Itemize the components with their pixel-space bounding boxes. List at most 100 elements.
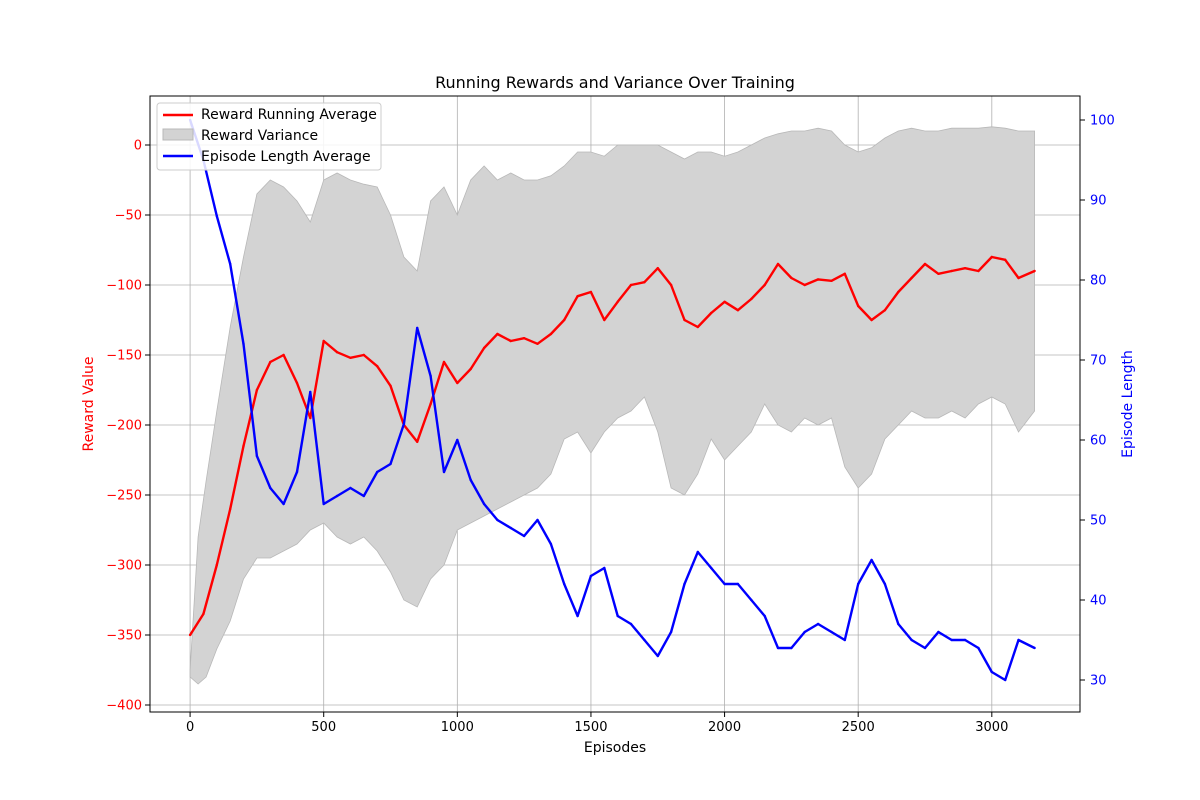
length-point [750,598,753,602]
length-line [188,119,1036,682]
length-point [603,566,606,570]
length-point [402,422,406,426]
reward-point [309,416,312,420]
reward-point [536,342,539,345]
length-point [482,502,486,506]
reward-point [643,281,646,284]
length-point [616,614,619,618]
length-point [589,574,593,578]
right-y-tick-label: 90 [1090,194,1107,209]
reward-point [963,267,967,270]
reward-point [509,339,512,343]
length-point [549,542,553,546]
length-point [776,646,780,650]
length-point [736,582,740,586]
left-y-tick-label: −50 [115,209,142,224]
reward-point [589,290,593,294]
right-y-tick-label: 50 [1090,514,1107,529]
reward-point [816,278,820,281]
length-point [990,670,993,674]
length-point [536,518,539,522]
reward-point [349,356,352,359]
right-y-tick-label: 40 [1090,594,1107,609]
reward-point [776,262,780,266]
reward-point [482,346,486,350]
right-y-tick-label: 60 [1090,434,1107,449]
reward-point [469,367,472,371]
length-point [710,566,713,570]
length-point [843,638,846,642]
left-y-tick-label: −250 [106,489,142,504]
reward-point [188,633,192,637]
reward-point [857,304,860,308]
reward-point [603,318,606,322]
x-axis-label: Episodes [584,740,646,756]
x-tick-label: 1500 [574,720,607,735]
reward-point [990,255,993,259]
x-tick-label: 0 [186,720,194,735]
length-point [790,646,793,650]
length-point [576,614,579,618]
length-point [629,622,633,626]
length-point [295,470,299,474]
left-y-tick-label: −150 [106,349,142,364]
x-tick-label: 2000 [708,720,741,735]
reward-point [576,295,579,298]
length-point [282,502,285,506]
reward-point [295,381,299,385]
reward-point [803,283,806,287]
reward-point [202,612,205,616]
reward-point [723,300,726,303]
length-point [309,390,312,394]
right-y-tick-label: 100 [1090,114,1115,129]
length-point [643,638,646,642]
reward-point [215,563,218,567]
length-point [977,646,980,650]
length-point [522,534,526,538]
length-point [683,582,686,586]
reward-point [629,283,633,287]
length-point [950,638,953,642]
reward-point [870,318,873,322]
x-tick-label: 500 [311,720,336,735]
length-point [416,326,419,330]
length-point [803,630,806,634]
length-point [1004,678,1007,682]
right-y-tick-label: 30 [1090,674,1107,689]
length-point [509,526,512,530]
length-point [669,630,673,634]
legend: Reward Running Average Reward Variance E… [156,102,382,171]
reward-point [549,332,553,336]
reward-point [710,311,713,315]
x-tick-label: 2500 [842,720,875,735]
length-point [857,582,860,586]
reward-point [242,444,245,448]
length-point [242,342,245,346]
length-point [910,638,913,642]
reward-point [763,283,766,287]
reward-point [937,272,940,275]
length-point [656,654,659,658]
reward-point [229,507,232,511]
length-point [883,582,887,586]
length-line-layer [188,118,1036,682]
reward-point [255,388,259,392]
length-point [1033,646,1036,650]
left-y-tick-label: −400 [106,699,142,714]
reward-point [456,381,459,385]
reward-point [683,318,686,322]
length-point [362,494,365,498]
reward-point [389,384,392,387]
reward-point [883,309,887,312]
variance-band [189,126,1035,685]
length-point [269,486,272,490]
length-point [376,470,379,474]
reward-point [416,440,419,443]
length-point [215,214,218,218]
reward-point [269,360,272,364]
length-point [322,502,325,506]
reward-point [442,360,446,364]
length-point [429,374,432,378]
left-y-tick-label: −350 [106,629,142,644]
